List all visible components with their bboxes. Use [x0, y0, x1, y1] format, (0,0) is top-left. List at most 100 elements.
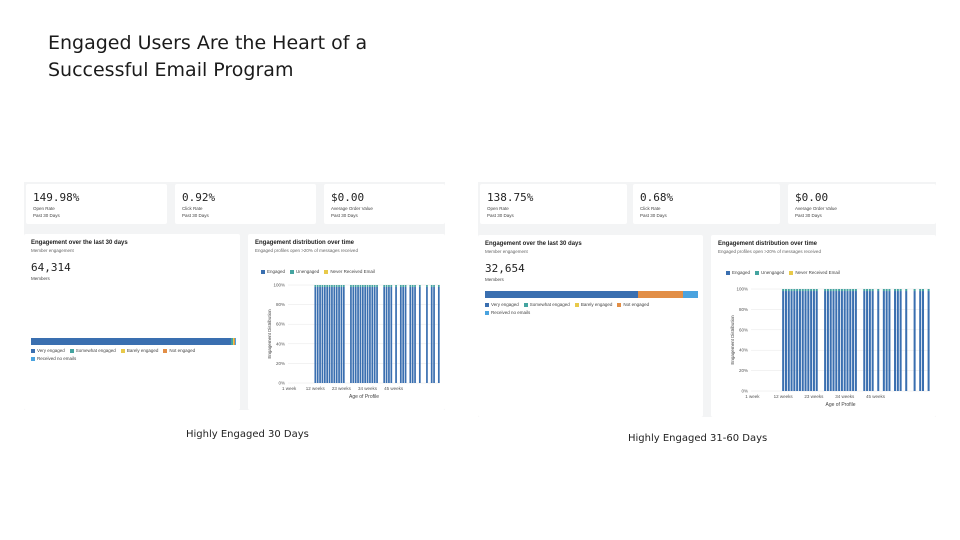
- y-axis-label: Engagement Distribution: [730, 315, 735, 365]
- distribution-title: Engagement distribution over time: [255, 240, 355, 246]
- kpi-label: Open Rate Past 30 Days: [33, 206, 60, 218]
- legend-item[interactable]: Unengaged: [755, 269, 784, 277]
- bar-unengaged: [838, 289, 841, 292]
- bar: [905, 291, 908, 391]
- bar: [399, 286, 402, 383]
- bar-unengaged: [437, 285, 440, 287]
- bar-unengaged: [357, 285, 359, 287]
- legend-swatch: [789, 270, 794, 275]
- bar: [338, 286, 340, 383]
- bar: [793, 291, 796, 391]
- legend-swatch: [485, 310, 489, 315]
- legend-swatch: [163, 348, 168, 353]
- legend-label: Somewhat engaged: [75, 348, 116, 353]
- kpi-open-rate: 149.98% Open Rate Past 30 Days: [26, 184, 167, 224]
- x-tick-label: 45 weeks: [866, 394, 886, 399]
- bar-unengaged: [810, 289, 813, 292]
- legend-item[interactable]: Not engaged: [163, 347, 195, 355]
- x-axis-label: Age of Profile: [349, 394, 379, 400]
- legend-swatch: [755, 270, 760, 275]
- bar: [316, 286, 319, 383]
- y-tick-label: 20%: [276, 361, 285, 366]
- bar: [354, 286, 357, 383]
- bar: [433, 286, 435, 383]
- x-tick-label: 45 weeks: [384, 386, 404, 391]
- engagement-segment: [485, 291, 639, 298]
- dashboard-left: 149.98% Open Rate Past 30 Days 0.92% Clic…: [24, 182, 445, 410]
- bar-unengaged: [885, 289, 888, 292]
- engagement-subtitle: Member engagement: [31, 248, 74, 253]
- legend-swatch: [324, 269, 329, 274]
- bar-unengaged: [338, 285, 340, 287]
- engagement-title: Engagement over the last 30 days: [485, 241, 582, 247]
- members-count: 64,314: [31, 261, 71, 274]
- bar: [922, 291, 925, 391]
- bar-unengaged: [395, 285, 397, 287]
- legend-item[interactable]: Unengaged: [290, 268, 319, 276]
- bar: [371, 286, 374, 383]
- legend-item[interactable]: Engaged: [726, 269, 750, 277]
- bar: [919, 291, 922, 391]
- kpi-label: Average Order Value Past 30 Days: [331, 206, 373, 218]
- bar: [804, 291, 807, 391]
- legend-item[interactable]: Not engaged: [617, 301, 649, 309]
- bar-unengaged: [899, 289, 902, 292]
- engagement-subtitle: Member engagement: [485, 249, 528, 254]
- bar: [866, 291, 869, 391]
- bar: [784, 291, 787, 391]
- legend-item[interactable]: Barely engaged: [120, 347, 159, 355]
- bar: [927, 291, 930, 391]
- engagement-segment: [234, 338, 236, 345]
- bar-unengaged: [342, 285, 345, 287]
- legend-item[interactable]: Somewhat engaged: [523, 301, 570, 309]
- kpi-value: $0.00: [795, 191, 829, 204]
- bar-unengaged: [849, 289, 852, 292]
- bar: [328, 286, 331, 383]
- y-tick-label: 80%: [276, 302, 285, 307]
- bar: [877, 291, 880, 391]
- bar: [854, 291, 857, 391]
- bar: [369, 286, 371, 383]
- bar-unengaged: [411, 285, 414, 287]
- y-tick-label: 0%: [278, 381, 285, 386]
- bar: [373, 286, 376, 383]
- bar-unengaged: [840, 289, 843, 292]
- bar: [896, 291, 899, 391]
- x-tick-label: 12 weeks: [774, 394, 794, 399]
- bar: [787, 291, 790, 391]
- legend-item[interactable]: Somewhat engaged: [69, 347, 116, 355]
- legend-label: Barely engaged: [580, 302, 613, 307]
- legend-item[interactable]: Received no emails: [485, 309, 530, 317]
- bar: [411, 286, 414, 383]
- legend-swatch: [290, 269, 295, 274]
- bar-unengaged: [369, 285, 371, 287]
- bar-unengaged: [905, 289, 908, 292]
- bar: [801, 291, 804, 391]
- legend-item[interactable]: Engaged: [261, 268, 285, 276]
- legend-swatch: [31, 356, 35, 361]
- bar: [326, 286, 329, 383]
- engagement-legend: Very engaged Somewhat engaged Barely engag…: [485, 301, 698, 317]
- legend-item[interactable]: Never Received Email: [789, 269, 840, 277]
- bar-unengaged: [919, 289, 922, 292]
- legend-label: Very engaged: [37, 348, 65, 353]
- bar: [350, 286, 352, 383]
- legend-label: Barely engaged: [126, 348, 159, 353]
- bar: [430, 286, 433, 383]
- distribution-card: Engagement distribution over time Engage…: [711, 235, 936, 417]
- bar-unengaged: [314, 285, 317, 287]
- legend-item[interactable]: Very engaged: [485, 301, 519, 309]
- members-count: 32,654: [485, 262, 525, 275]
- engagement-card: Engagement over the last 30 days Member …: [478, 235, 703, 417]
- bar-unengaged: [414, 285, 416, 287]
- bar: [418, 286, 421, 383]
- legend-item[interactable]: Never Received Email: [324, 268, 375, 276]
- legend-item[interactable]: Received no emails: [31, 355, 76, 363]
- legend-label: Never Received Email: [330, 269, 375, 274]
- bar-unengaged: [366, 285, 369, 287]
- legend-item[interactable]: Barely engaged: [574, 301, 613, 309]
- bar-unengaged: [868, 289, 871, 292]
- legend-item[interactable]: Very engaged: [31, 347, 65, 355]
- x-tick-label: 23 weeks: [332, 386, 352, 391]
- bar: [364, 286, 367, 383]
